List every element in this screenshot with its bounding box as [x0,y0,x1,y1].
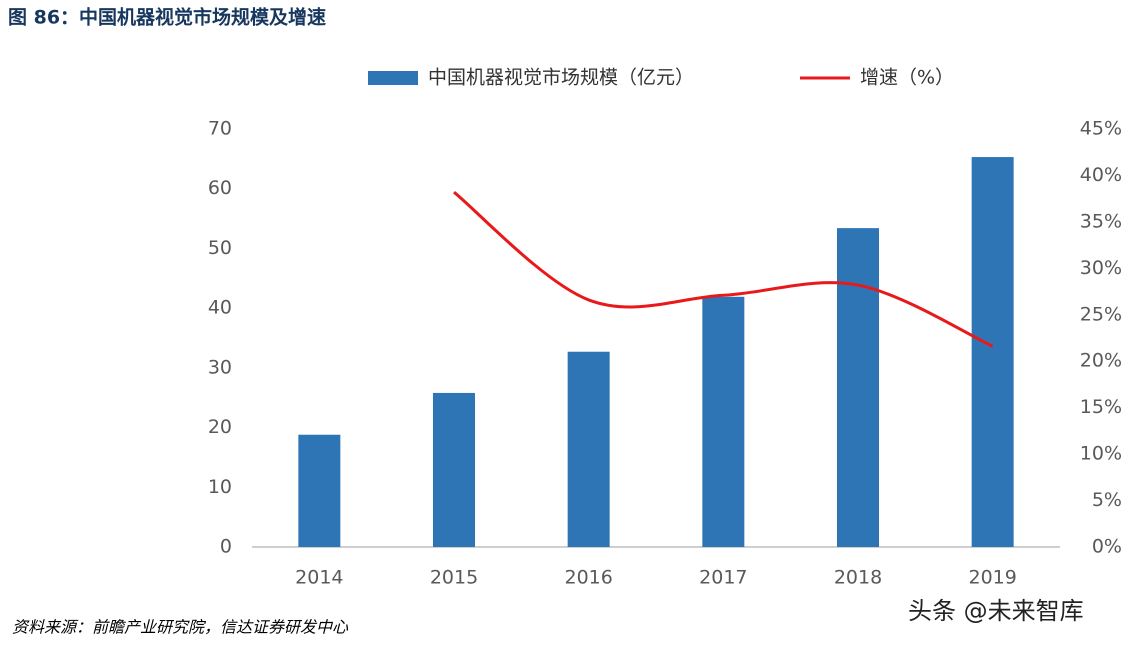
chart-title: 图 86：中国机器视觉市场规模及增速 [8,6,326,29]
y-tick-label: 70 [208,118,232,140]
x-tick-label: 2017 [699,567,747,589]
bar [837,228,879,547]
bar [567,351,610,547]
watermark: 头条 @未来智库 [908,597,1084,625]
legend-swatch [368,71,418,85]
y2-tick-label: 5% [1092,489,1122,511]
y2-tick-label: 25% [1080,303,1122,325]
y2-tick-label: 10% [1080,443,1122,465]
y2-tick-label: 15% [1080,396,1122,418]
x-tick-label: 2019 [968,567,1016,589]
y2-tick-label: 45% [1080,118,1122,140]
y2-tick-label: 30% [1080,257,1122,279]
x-tick-label: 2016 [564,567,612,589]
x-tick-label: 2014 [295,567,343,589]
y-tick-label: 10 [208,476,232,498]
bar [298,434,341,547]
line [453,190,994,348]
source-note: 资料来源：前瞻产业研究院，信达证券研发中心 [12,618,349,637]
bar [433,392,475,547]
y2-tick-label: 35% [1080,210,1122,232]
y-tick-label: 20 [208,416,232,438]
y-tick-label: 60 [208,177,232,199]
y2-tick-label: 20% [1080,350,1122,372]
y-tick-label: 0 [220,536,232,558]
y-tick-label: 40 [208,297,232,319]
x-tick-label: 2015 [430,567,478,589]
legend-label: 增速（%） [860,67,954,89]
y-tick-label: 50 [208,237,232,259]
y2-tick-label: 0% [1092,536,1122,558]
bar [971,157,1014,547]
bar [702,296,745,547]
y2-tick-label: 40% [1080,164,1122,186]
legend-label: 中国机器视觉市场规模（亿元） [428,67,694,89]
x-tick-label: 2018 [834,567,882,589]
y-tick-label: 30 [208,356,232,378]
